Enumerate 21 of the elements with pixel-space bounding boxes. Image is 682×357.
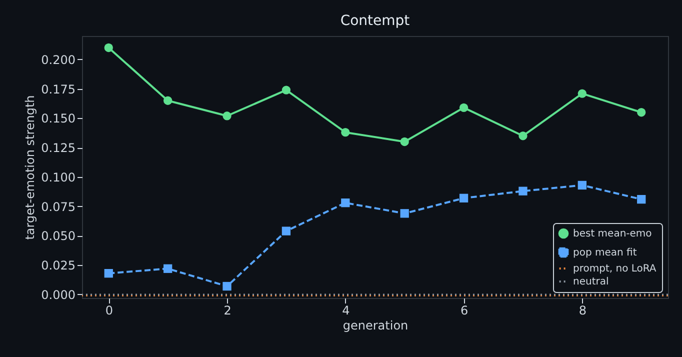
legend-label: prompt, no LoRA — [573, 264, 656, 274]
y-tick-label: 0.100 — [41, 170, 76, 184]
y-tick-label: 0.200 — [41, 53, 76, 67]
y-tick-label: 0.150 — [41, 112, 76, 126]
y-tick-label: 0.125 — [41, 141, 76, 156]
legend-label: pop mean fit — [573, 248, 637, 258]
y-axis-title: target-emotion strength — [23, 95, 38, 240]
chart-title: Contempt — [340, 13, 410, 29]
x-axis-title: generation — [342, 318, 408, 332]
y-tick-label: 0.000 — [41, 288, 76, 302]
x-tick-label: 2 — [224, 304, 232, 318]
y-tick-label: 0.050 — [41, 229, 76, 244]
x-tick-label: 6 — [460, 304, 468, 318]
y-tick-label: 0.175 — [41, 82, 76, 96]
x-tick-label: 8 — [578, 304, 586, 318]
x-tick-label: 4 — [342, 304, 350, 318]
legend-label: neutral — [573, 276, 609, 288]
x-tick-label: 0 — [105, 304, 113, 318]
y-tick-label: 0.025 — [41, 258, 76, 273]
legend-label: best mean-emo — [573, 228, 652, 240]
y-tick-label: 0.075 — [41, 200, 76, 214]
